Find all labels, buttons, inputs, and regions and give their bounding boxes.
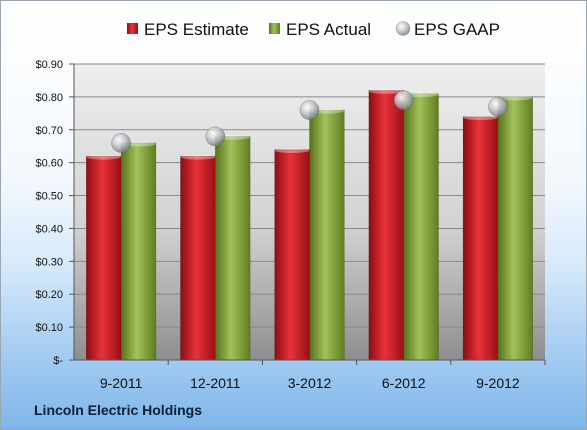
y-tick-label: $0.90 — [35, 59, 63, 71]
y-tick-label: $0.30 — [35, 256, 63, 268]
bar-eps-actual — [403, 93, 439, 361]
bar-eps-actual — [120, 142, 157, 361]
y-tick-label: $0.60 — [35, 158, 63, 170]
bar-top-highlight — [463, 115, 498, 121]
legend-label: EPS GAAP — [414, 20, 500, 39]
marker-eps-gaap — [393, 90, 414, 110]
bar-eps-estimate — [462, 116, 499, 361]
y-tick-label: $0.40 — [35, 223, 63, 235]
bar-top-highlight — [497, 95, 533, 101]
bar-eps-estimate — [368, 90, 404, 361]
x-category-label: 12-2011 — [190, 375, 241, 391]
x-axis-categories: 9-2011 12-2011 3-2012 6-2012 9-2012 — [74, 359, 546, 391]
marker-eps-gaap — [299, 100, 320, 120]
legend: EPS Estimate EPS Actual EPS GAAP — [127, 20, 500, 39]
company-name: Lincoln Electric Holdings — [34, 402, 203, 418]
marker-eps-gaap — [111, 133, 131, 153]
legend-label: EPS Actual — [286, 20, 371, 39]
bar-eps-estimate — [180, 155, 216, 361]
y-tick-label: $- — [53, 355, 63, 367]
x-category-label: 9-2012 — [476, 375, 520, 391]
legend-swatch — [127, 23, 138, 34]
y-tick-label: $0.70 — [35, 125, 63, 137]
y-axis-ticks: $- $0.10 $0.20 $0.30 $0.40 $0.50 $0.60 $0.70 $0.… — [35, 59, 75, 367]
bar-eps-actual — [309, 109, 345, 361]
bar-eps-estimate — [274, 149, 310, 361]
bars — [85, 88, 534, 361]
bar-top-highlight — [86, 154, 122, 160]
y-tick-label: $0.10 — [35, 322, 63, 334]
legend-swatch — [395, 21, 411, 36]
bar-eps-actual — [497, 96, 534, 361]
x-category-label: 3-2012 — [288, 375, 332, 391]
bar-top-highlight — [368, 88, 404, 94]
bar-top-highlight — [274, 148, 310, 154]
bar-eps-actual — [215, 136, 251, 361]
bar-eps-estimate — [85, 155, 122, 361]
gaap-markers — [111, 90, 508, 153]
marker-eps-gaap — [488, 96, 508, 117]
y-tick-label: $0.50 — [35, 191, 63, 203]
bar-top-highlight — [180, 154, 216, 160]
y-tick-label: $0.80 — [35, 92, 63, 104]
x-category-label: 6-2012 — [382, 375, 426, 391]
marker-eps-gaap — [205, 126, 226, 147]
legend-label: EPS Estimate — [144, 20, 249, 39]
x-category-label: 9-2011 — [100, 375, 143, 391]
y-tick-label: $0.20 — [35, 289, 63, 301]
legend-swatch — [269, 23, 280, 34]
